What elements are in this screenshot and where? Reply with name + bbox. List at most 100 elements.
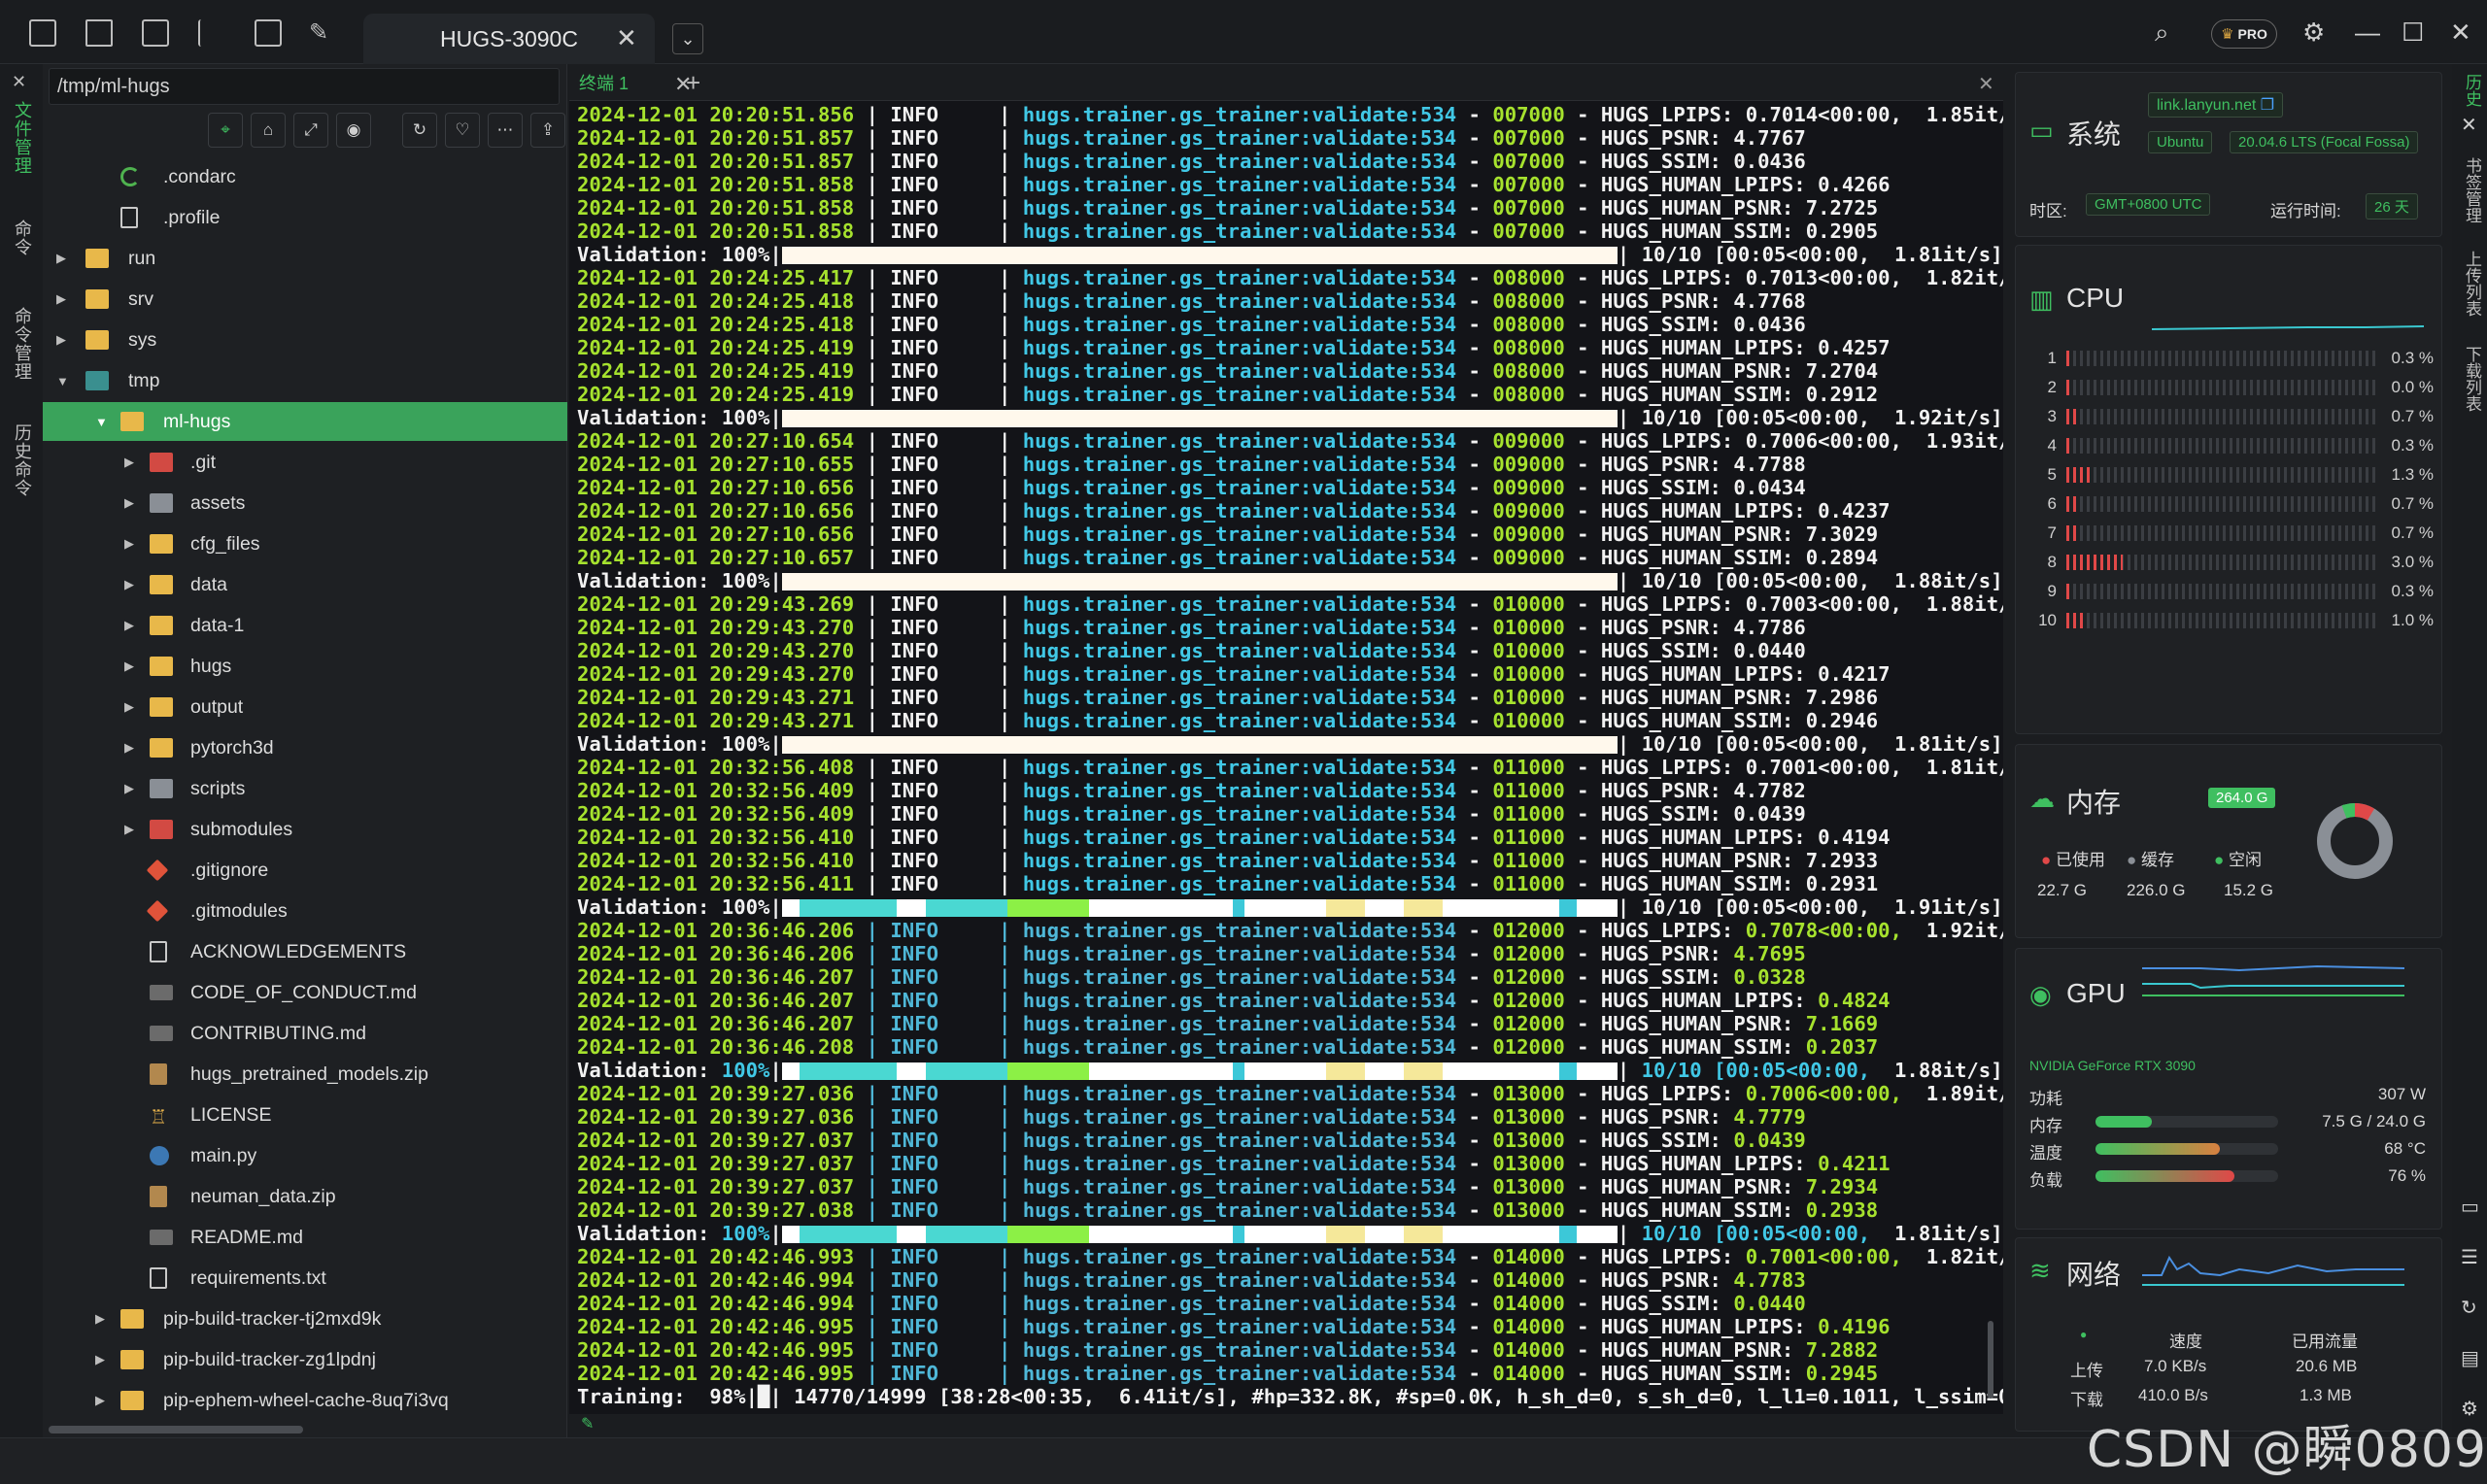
log-iteration: 007000 xyxy=(1492,196,1565,219)
tree-item[interactable]: ▶ output xyxy=(43,688,567,726)
eye-icon[interactable]: ◉ xyxy=(336,113,371,148)
chevron-right-icon[interactable]: ▶ xyxy=(124,618,134,632)
pen-icon[interactable]: ✎ xyxy=(581,1416,595,1433)
tree-item[interactable]: neuman_data.zip xyxy=(43,1177,567,1216)
document-icon[interactable] xyxy=(85,19,113,47)
rail-history-commands[interactable]: 历史命令 xyxy=(13,423,32,497)
tree-item[interactable]: ▶ pip-build-tracker-zg1lpdnj xyxy=(43,1340,567,1379)
vertical-scrollbar[interactable] xyxy=(1988,1321,1993,1399)
heart-icon[interactable]: ♡ xyxy=(445,113,480,148)
rail-download-list[interactable]: 下载列表 xyxy=(2463,346,2481,412)
close-icon[interactable]: ✕ xyxy=(12,72,27,91)
upload-icon[interactable]: ⇪ xyxy=(530,113,565,148)
chevron-right-icon[interactable]: ▶ xyxy=(95,1393,105,1407)
tree-item[interactable]: ▶ srv xyxy=(43,280,567,319)
grid-icon[interactable] xyxy=(142,19,169,47)
chevron-right-icon[interactable]: ▶ xyxy=(56,332,66,347)
tree-item[interactable]: CONTRIBUTING.md xyxy=(43,1014,567,1053)
terminal-tab[interactable]: 终端 1 xyxy=(579,74,630,93)
rail-file-manager[interactable]: 文件管理 xyxy=(13,101,32,175)
refresh-icon[interactable]: ↻ xyxy=(402,113,437,148)
tree-item[interactable]: ▶ pip-build-tracker-tj2mxd9k xyxy=(43,1299,567,1338)
path-input[interactable]: /tmp/ml-hugs xyxy=(49,68,560,105)
home-icon[interactable]: ⌂ xyxy=(251,113,286,148)
sidebar-toggle-icon[interactable] xyxy=(29,19,56,47)
tree-item[interactable]: ▶ pip-ephem-wheel-cache-8uq7i3vq xyxy=(43,1381,567,1420)
tree-item[interactable]: requirements.txt xyxy=(43,1259,567,1298)
expand-icon[interactable]: ⤢ xyxy=(293,113,328,148)
tree-item[interactable]: ▶ .git xyxy=(43,443,567,482)
close-icon[interactable]: ✕ xyxy=(674,72,693,96)
save-icon[interactable]: ▤ xyxy=(2461,1348,2479,1369)
session-tab[interactable]: HUGS-3090C xyxy=(363,14,655,64)
chevron-down-icon[interactable]: ⌄ xyxy=(672,23,703,54)
locate-icon[interactable]: ⌖ xyxy=(208,113,243,148)
tree-item[interactable]: ▼ ml-hugs xyxy=(43,402,567,441)
tree-item[interactable]: ▶ data-1 xyxy=(43,606,567,645)
chevron-right-icon[interactable]: ▶ xyxy=(124,658,134,673)
tree-item[interactable]: CODE_OF_CONDUCT.md xyxy=(43,973,567,1012)
rail-bookmarks[interactable]: 书签管理 xyxy=(2463,157,2481,223)
horizontal-scrollbar[interactable] xyxy=(49,1426,303,1433)
tree-item[interactable]: ▶ pytorch3d xyxy=(43,728,567,767)
add-tab-icon[interactable]: + xyxy=(686,68,701,97)
chevron-right-icon[interactable]: ▶ xyxy=(124,740,134,755)
settings-icon[interactable]: ⚙ xyxy=(2461,1399,2478,1420)
rail-upload-list[interactable]: 上传列表 xyxy=(2463,251,2481,317)
more-icon[interactable]: ⋯ xyxy=(488,113,523,148)
chevron-right-icon[interactable]: ▶ xyxy=(95,1352,105,1366)
folder-icon xyxy=(85,249,109,268)
tree-item[interactable]: ▶ cfg_files xyxy=(43,524,567,563)
tree-item[interactable]: ▶ data xyxy=(43,565,567,604)
maximize-icon[interactable]: ☐ xyxy=(2402,17,2425,47)
tree-item[interactable]: .profile xyxy=(43,198,567,237)
tree-item[interactable]: .condarc xyxy=(43,157,567,196)
chevron-right-icon[interactable]: ▶ xyxy=(56,291,66,306)
tree-icon[interactable] xyxy=(198,19,225,47)
tree-item[interactable]: .gitignore xyxy=(43,851,567,890)
tree-item[interactable]: ▶ sys xyxy=(43,320,567,359)
chevron-right-icon[interactable]: ▶ xyxy=(124,822,134,836)
close-icon[interactable]: ✕ xyxy=(2461,115,2477,136)
rail-command-manager[interactable]: 命令管理 xyxy=(13,307,32,381)
close-icon[interactable]: ✕ xyxy=(616,23,637,52)
chevron-right-icon[interactable]: ▶ xyxy=(124,536,134,551)
copy-icon[interactable]: ❐ xyxy=(2260,97,2275,114)
chevron-down-icon[interactable]: ▼ xyxy=(95,414,108,429)
chevron-right-icon[interactable]: ▶ xyxy=(124,577,134,591)
gear-icon[interactable]: ⚙ xyxy=(2302,17,2326,47)
tree-item[interactable]: README.md xyxy=(43,1218,567,1257)
close-icon[interactable]: ✕ xyxy=(1978,74,1994,95)
tree-item[interactable]: ♖ LICENSE xyxy=(43,1096,567,1134)
search-icon[interactable]: ⌕ xyxy=(2155,17,2169,47)
chevron-right-icon[interactable]: ▶ xyxy=(124,495,134,510)
host-tag[interactable]: link.lanyun.net ❐ xyxy=(2148,92,2284,118)
chevron-right-icon[interactable]: ▶ xyxy=(124,781,134,795)
tree-item[interactable]: .gitmodules xyxy=(43,892,567,930)
tree-item[interactable]: ▶ run xyxy=(43,239,567,278)
terminal-output[interactable]: 2024-12-01 20:20:51.856 | INFO | hugs.tr… xyxy=(569,101,2003,1414)
tree-item[interactable]: ACKNOWLEDGEMENTS xyxy=(43,932,567,971)
pro-badge[interactable]: ♛ PRO xyxy=(2211,19,2277,49)
chevron-right-icon[interactable]: ▶ xyxy=(56,251,66,265)
chevron-right-icon[interactable]: ▶ xyxy=(95,1311,105,1326)
chevron-down-icon[interactable]: ▼ xyxy=(56,373,69,388)
tree-item[interactable]: main.py xyxy=(43,1136,567,1175)
list-icon[interactable]: ☰ xyxy=(2461,1247,2478,1268)
list-icon[interactable] xyxy=(255,19,282,47)
terminal-icon[interactable]: ▭ xyxy=(2461,1197,2479,1218)
wrench-icon[interactable]: ✎ xyxy=(309,19,329,46)
tree-item[interactable]: ▶ scripts xyxy=(43,769,567,808)
refresh-icon[interactable]: ↻ xyxy=(2461,1298,2477,1319)
tree-item[interactable]: ▶ submodules xyxy=(43,810,567,849)
rail-history[interactable]: 历史 xyxy=(2463,74,2481,107)
minimize-icon[interactable]: — xyxy=(2355,17,2380,47)
tree-item[interactable]: ▼ tmp xyxy=(43,361,567,400)
tree-item[interactable]: ▶ assets xyxy=(43,484,567,523)
rail-commands[interactable]: 命令 xyxy=(13,219,32,256)
chevron-right-icon[interactable]: ▶ xyxy=(124,455,134,469)
tree-item[interactable]: hugs_pretrained_models.zip xyxy=(43,1055,567,1094)
tree-item[interactable]: ▶ hugs xyxy=(43,647,567,686)
window-close-icon[interactable]: ✕ xyxy=(2450,17,2471,47)
chevron-right-icon[interactable]: ▶ xyxy=(124,699,134,714)
